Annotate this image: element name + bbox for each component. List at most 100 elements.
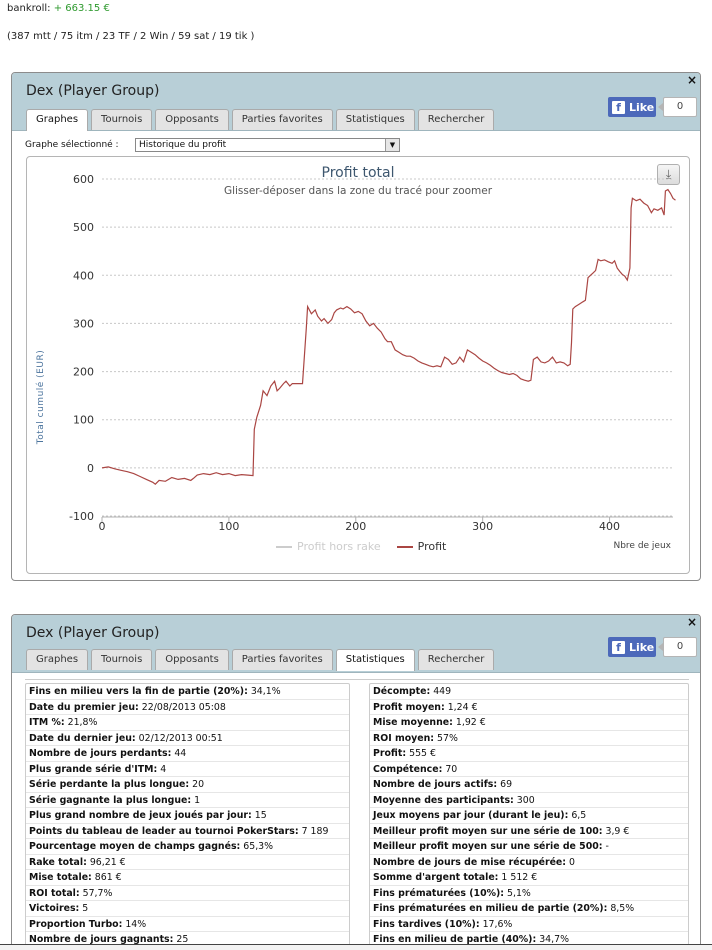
like-count: 0 bbox=[658, 637, 697, 657]
facebook-icon: f bbox=[612, 100, 625, 114]
graph-select-value: Historique du profit bbox=[139, 140, 227, 150]
tab-rechercher[interactable]: Rechercher bbox=[417, 649, 495, 670]
stat-value: 25 bbox=[176, 934, 189, 945]
like-label: Like bbox=[629, 100, 655, 114]
panel-tabs: Graphes Tournois Opposants Parties favor… bbox=[26, 649, 495, 671]
stat-label: Moyenne des participants: bbox=[373, 794, 514, 806]
stat-label: Fins en milieu vers la fin de partie (20… bbox=[29, 686, 248, 697]
stat-label: Décompte: bbox=[373, 686, 431, 697]
stat-label: Pourcentage moyen de champs gagnés: bbox=[29, 841, 241, 852]
stat-label: Série perdante la plus longue: bbox=[29, 779, 190, 790]
tab-tournois[interactable]: Tournois bbox=[91, 109, 153, 130]
stat-value: 555 € bbox=[409, 748, 436, 759]
stat-row: Meilleur profit moyen sur une série de 1… bbox=[370, 824, 688, 839]
stat-value: 5,1% bbox=[507, 887, 531, 899]
stat-label: Date du premier jeu: bbox=[29, 701, 139, 713]
stat-label: ROI total: bbox=[29, 887, 80, 899]
stats-column-right: Décompte: 449 Profit moyen: 1,24 € Mise mo… bbox=[369, 683, 689, 949]
stat-row: Nombre de jours actifs: 69 bbox=[370, 777, 688, 793]
stat-label: Mise totale: bbox=[29, 872, 92, 883]
facebook-like-button[interactable]: f Like bbox=[608, 637, 656, 657]
like-label: Like bbox=[629, 640, 655, 654]
stat-row: Mise totale: 861 € bbox=[26, 870, 349, 886]
stat-label: Rake total: bbox=[29, 856, 87, 868]
tab-statistiques[interactable]: Statistiques bbox=[335, 649, 415, 671]
chart-title: Profit total bbox=[321, 165, 395, 181]
tab-opposants[interactable]: Opposants bbox=[155, 649, 229, 670]
stat-value: 70 bbox=[445, 763, 458, 775]
stat-value: - bbox=[605, 841, 609, 852]
stat-value: 22/08/2013 05:08 bbox=[141, 701, 226, 713]
stat-label: Meilleur profit moyen sur une série de 5… bbox=[373, 841, 603, 852]
stat-row: Série perdante la plus longue: 20 bbox=[26, 777, 349, 793]
stat-value: 96,21 € bbox=[89, 856, 126, 868]
stats-panel: Dex (Player Group) × f Like 0 Graphes To… bbox=[11, 614, 701, 950]
tab-opposants[interactable]: Opposants bbox=[155, 109, 229, 130]
stat-label: ITM %: bbox=[29, 717, 65, 728]
stat-label: Série gagnante la plus longue: bbox=[29, 794, 192, 806]
tab-statistiques[interactable]: Statistiques bbox=[335, 109, 415, 130]
legend-swatch bbox=[396, 545, 413, 548]
tab-graphes[interactable]: Graphes bbox=[26, 649, 89, 670]
legend-item-profit-hors-rake[interactable]: Profit hors rake bbox=[276, 540, 381, 553]
chart-subtitle: Glisser-déposer dans la zone du tracé po… bbox=[223, 185, 493, 197]
stat-label: Plus grande série d'ITM: bbox=[29, 763, 158, 775]
stat-row: Plus grand nombre de jeux joués par jour… bbox=[26, 808, 349, 824]
facebook-icon: f bbox=[612, 640, 625, 654]
tab-tournois[interactable]: Tournois bbox=[91, 649, 153, 670]
stat-value: 8,5% bbox=[610, 903, 635, 914]
stat-row: Nombre de jours de mise récupérée: 0 bbox=[370, 855, 688, 870]
stat-label: Meilleur profit moyen sur une série de 1… bbox=[373, 825, 603, 837]
y-tick-label: 100 bbox=[73, 414, 94, 427]
tab-parties-favorites[interactable]: Parties favorites bbox=[231, 649, 333, 670]
profit-chart[interactable]: Profit total Glisser-déposer dans la zon… bbox=[26, 156, 690, 574]
tab-parties-favorites[interactable]: Parties favorites bbox=[231, 109, 333, 130]
legend-label: Profit bbox=[417, 540, 447, 553]
stat-label: Fins prématurées (10%): bbox=[373, 887, 505, 899]
stat-row: Compétence: 70 bbox=[370, 762, 688, 777]
stat-row: Fins prématurées (10%): 5,1% bbox=[370, 886, 688, 901]
download-icon[interactable]: ⤓ bbox=[657, 164, 680, 185]
stat-label: Nombre de jours gagnants: bbox=[29, 934, 174, 945]
y-tick-label: 400 bbox=[73, 269, 94, 282]
facebook-like-button[interactable]: f Like bbox=[608, 97, 656, 117]
stat-row: Décompte: 449 bbox=[370, 684, 688, 700]
stat-value: 20 bbox=[192, 779, 205, 790]
graph-select-row: Graphe sélectionné : Historique du profi… bbox=[25, 138, 400, 152]
tab-rechercher[interactable]: Rechercher bbox=[417, 109, 495, 130]
stat-row: Série gagnante la plus longue: 1 bbox=[26, 793, 349, 808]
y-tick-label: 300 bbox=[73, 317, 94, 330]
stat-label: Mise moyenne: bbox=[373, 717, 453, 728]
close-button[interactable]: × bbox=[687, 615, 698, 629]
panel-title: Dex (Player Group) bbox=[26, 83, 160, 99]
panel-tabs: Graphes Tournois Opposants Parties favor… bbox=[26, 109, 495, 131]
stat-label: Proportion Turbo: bbox=[29, 918, 123, 930]
chart-legend: Profit hors rake Profit bbox=[276, 540, 446, 553]
stat-value: 0 bbox=[569, 856, 575, 868]
bottom-scrollbar[interactable] bbox=[0, 944, 712, 950]
stat-label: Profit: bbox=[373, 748, 407, 759]
close-button[interactable]: × bbox=[687, 73, 698, 87]
stat-row: Proportion Turbo: 14% bbox=[26, 917, 349, 932]
tab-graphes[interactable]: Graphes bbox=[26, 109, 89, 131]
chart-plot[interactable]: -100 0 100 200 300 400 500 600 0 100 200 300 400 bbox=[27, 157, 691, 575]
stat-value: 1,24 € bbox=[447, 701, 478, 713]
y-tick-label: -100 bbox=[69, 510, 94, 523]
stat-value: 861 € bbox=[94, 872, 122, 883]
stat-row: Somme d'argent totale: 1 512 € bbox=[370, 870, 688, 886]
bankroll-value: + 663.15 € bbox=[53, 3, 110, 14]
stat-label: Compétence: bbox=[373, 763, 443, 775]
bankroll-line: bankroll: + 663.15 € bbox=[7, 3, 110, 14]
y-tick-label: 600 bbox=[73, 173, 94, 186]
stat-value: 44 bbox=[174, 748, 187, 759]
stat-value: 17,6% bbox=[482, 918, 513, 930]
stat-row: Meilleur profit moyen sur une série de 5… bbox=[370, 839, 688, 855]
graph-select-dropdown[interactable]: Historique du profit ▼ bbox=[135, 138, 400, 152]
stat-value: 15 bbox=[254, 810, 267, 821]
stat-row: ROI total: 57,7% bbox=[26, 886, 349, 901]
stat-value: 65,3% bbox=[243, 841, 274, 852]
x-tick-label: 300 bbox=[472, 520, 493, 533]
y-tick-label: 500 bbox=[73, 221, 94, 234]
legend-item-profit[interactable]: Profit bbox=[396, 540, 447, 553]
stat-value: 300 bbox=[516, 794, 535, 806]
